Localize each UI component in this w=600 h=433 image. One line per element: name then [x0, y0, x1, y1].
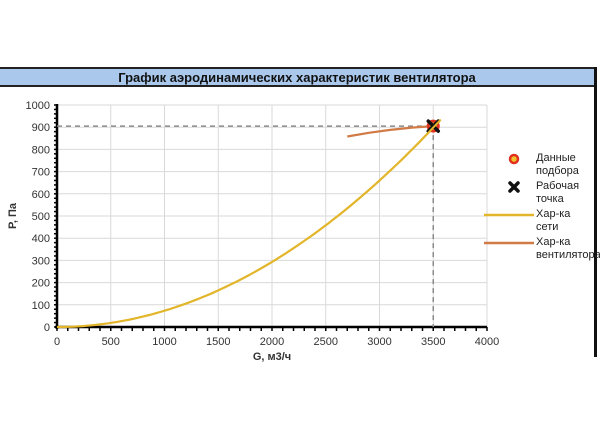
chart-title: График аэродинамических характеристик ве…: [0, 67, 594, 87]
x-tick-label: 500: [102, 336, 120, 348]
legend-item-network-curve: Хар-ка сети: [482, 208, 592, 234]
network-curve-line-icon: [482, 208, 536, 222]
network-curve: [57, 120, 441, 329]
x-tick-label: 2500: [314, 336, 338, 348]
legend-item-operating-point: Рабочая точка: [492, 180, 592, 206]
y-tick-label: 300: [32, 255, 50, 267]
chart-legend: Данные подбора Рабочая точка Хар-ка сети Х…: [484, 152, 600, 266]
x-tick-label: 2000: [260, 336, 284, 348]
legend-item-fan-curve: Хар-ка вентилятора: [482, 236, 600, 264]
y-tick-label: 500: [32, 211, 50, 223]
x-tick-label: 1500: [206, 336, 230, 348]
y-tick-label: 700: [32, 167, 50, 179]
x-tick-label: 0: [54, 336, 60, 348]
y-axis-title: P, Па: [7, 202, 19, 229]
operating-point-marker-icon: [492, 180, 536, 194]
y-tick-label: 900: [32, 122, 50, 134]
network-curve-tip: [419, 118, 442, 142]
x-tick-label: 3000: [367, 336, 391, 348]
y-tick-label: 1000: [26, 100, 50, 112]
y-tick-label: 100: [32, 300, 50, 312]
x-axis-title: G, м3/ч: [253, 351, 291, 363]
fan-curve-line-icon: [482, 236, 536, 250]
selection-data-marker-icon: [492, 152, 536, 166]
y-tick-label: 800: [32, 144, 50, 156]
y-tick-label: 200: [32, 278, 50, 290]
x-tick-label: 4000: [475, 336, 499, 348]
chart-frame: График аэродинамических характеристик ве…: [0, 67, 597, 357]
y-tick-label: 600: [32, 189, 50, 201]
legend-item-selection-data: Данные подбора: [492, 152, 592, 178]
x-tick-label: 3500: [421, 336, 445, 348]
y-tick-label: 0: [44, 322, 50, 334]
x-tick-label: 1000: [152, 336, 176, 348]
y-tick-label: 400: [32, 233, 50, 245]
